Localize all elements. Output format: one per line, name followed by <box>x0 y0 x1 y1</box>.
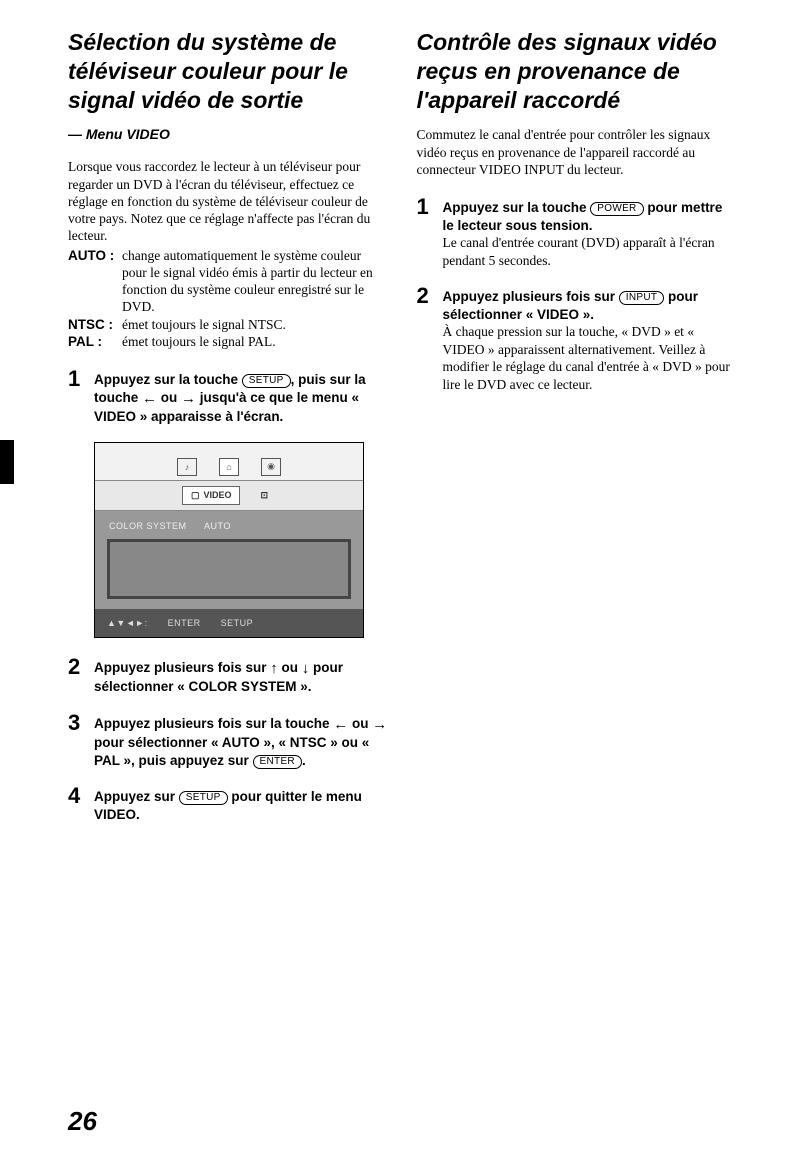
def-auto: AUTO : change automatiquement le système… <box>68 247 389 316</box>
color-system-value: AUTO <box>204 521 231 531</box>
step-text: ou <box>278 660 302 675</box>
audio-icon: ♪ <box>177 458 197 476</box>
other-tab: ⊡ <box>252 487 276 504</box>
step-body: Appuyez sur la touche POWER pour mettre … <box>443 196 738 269</box>
screenshot-inner-box <box>107 539 351 599</box>
def-ntsc-desc: émet toujours le signal NTSC. <box>122 316 389 333</box>
arrow-left-icon: ← <box>333 715 348 735</box>
step-number: 3 <box>68 712 86 734</box>
page-number: 26 <box>68 1106 97 1137</box>
step-number: 1 <box>68 368 86 390</box>
color-system-label: COLOR SYSTEM <box>109 521 187 531</box>
tv-small-icon: ▢ <box>191 490 200 501</box>
video-menu-screenshot: ♪ ⌂ ◉ ▢ VIDEO ⊡ COLOR SYSTEM AUTO <box>94 442 364 638</box>
step-number: 1 <box>417 196 435 218</box>
color-system-row: COLOR SYSTEM AUTO <box>109 521 349 531</box>
step-number: 2 <box>417 285 435 307</box>
def-pal: PAL : émet toujours le signal PAL. <box>68 333 389 350</box>
step-text: . <box>302 753 306 768</box>
right-heading: Contrôle des signaux vidéo reçus en prov… <box>417 28 738 114</box>
step-text: Appuyez sur <box>94 789 179 804</box>
step-text: ou <box>157 390 181 405</box>
step-text: Appuyez plusieurs fois sur la touche <box>94 716 333 731</box>
def-ntsc-term: NTSC : <box>68 316 122 333</box>
step-text: Appuyez plusieurs fois sur <box>94 660 270 675</box>
step-text: Appuyez sur la touche <box>94 372 242 387</box>
right-intro: Commutez le canal d'entrée pour contrôle… <box>417 126 738 178</box>
def-pal-desc: émet toujours le signal PAL. <box>122 333 389 350</box>
arrow-right-icon: → <box>181 389 196 409</box>
input-button-label: INPUT <box>619 291 665 305</box>
step-body: Appuyez plusieurs fois sur ↑ ou ↓ pour s… <box>94 656 389 696</box>
arrow-right-icon: → <box>372 715 387 735</box>
right-step-1: 1 Appuyez sur la touche POWER pour mettr… <box>417 196 738 269</box>
step-body: Appuyez plusieurs fois sur la touche ← o… <box>94 712 389 770</box>
left-step-4: 4 Appuyez sur SETUP pour quitter le menu… <box>68 785 389 823</box>
footer-enter-hint: ENTER <box>168 618 201 628</box>
setup-button-label: SETUP <box>242 374 291 388</box>
step-body: Appuyez sur la touche SETUP, puis sur la… <box>94 368 389 426</box>
screenshot-content: COLOR SYSTEM AUTO <box>95 511 363 609</box>
video-tab: ▢ VIDEO <box>182 486 241 505</box>
tv-icon: ⌂ <box>219 458 239 476</box>
right-step-2: 2 Appuyez plusieurs fois sur INPUT pour … <box>417 285 738 393</box>
step-text: Appuyez plusieurs fois sur <box>443 289 619 304</box>
step-number: 4 <box>68 785 86 807</box>
step-text: Appuyez sur la touche <box>443 200 591 215</box>
step-text: ou <box>348 716 372 731</box>
page-columns: Sélection du système de téléviseur coule… <box>68 28 737 840</box>
step-plain-text: Le canal d'entrée courant (DVD) apparaît… <box>443 234 738 269</box>
def-auto-desc: change automatiquement le système couleu… <box>122 247 389 316</box>
step-number: 2 <box>68 656 86 678</box>
left-step-3: 3 Appuyez plusieurs fois sur la touche ←… <box>68 712 389 770</box>
left-subheading: — Menu VIDEO <box>68 126 389 142</box>
footer-nav-hint: ▲▼◄►: <box>107 618 148 628</box>
def-pal-term: PAL : <box>68 333 122 350</box>
side-tab <box>0 440 14 484</box>
enter-button-label: ENTER <box>253 755 302 769</box>
setup-button-label: SETUP <box>179 791 228 805</box>
footer-setup-hint: SETUP <box>221 618 254 628</box>
left-step-1: 1 Appuyez sur la touche SETUP, puis sur … <box>68 368 389 426</box>
step-body: Appuyez plusieurs fois sur INPUT pour sé… <box>443 285 738 393</box>
arrow-up-icon: ↑ <box>270 659 278 679</box>
def-ntsc: NTSC : émet toujours le signal NTSC. <box>68 316 389 333</box>
step-text: pour sélectionner « AUTO », « NTSC » ou … <box>94 735 369 768</box>
left-heading: Sélection du système de téléviseur coule… <box>68 28 389 114</box>
power-button-label: POWER <box>590 202 643 216</box>
screenshot-tab-row: ▢ VIDEO ⊡ <box>95 481 363 511</box>
step-plain-text: À chaque pression sur la touche, « DVD »… <box>443 323 738 393</box>
screenshot-top-icons: ♪ ⌂ ◉ <box>95 443 363 481</box>
right-column: Contrôle des signaux vidéo reçus en prov… <box>417 28 738 840</box>
screenshot-footer: ▲▼◄►: ENTER SETUP <box>95 609 363 637</box>
disc-icon: ◉ <box>261 458 281 476</box>
step-body: Appuyez sur SETUP pour quitter le menu V… <box>94 785 389 823</box>
arrow-left-icon: ← <box>142 389 157 409</box>
left-intro: Lorsque vous raccordez le lecteur à un t… <box>68 158 389 244</box>
def-auto-term: AUTO : <box>68 247 122 316</box>
left-step-2: 2 Appuyez plusieurs fois sur ↑ ou ↓ pour… <box>68 656 389 696</box>
definition-list: AUTO : change automatiquement le système… <box>68 247 389 351</box>
left-column: Sélection du système de téléviseur coule… <box>68 28 389 840</box>
video-tab-label: VIDEO <box>203 490 231 500</box>
